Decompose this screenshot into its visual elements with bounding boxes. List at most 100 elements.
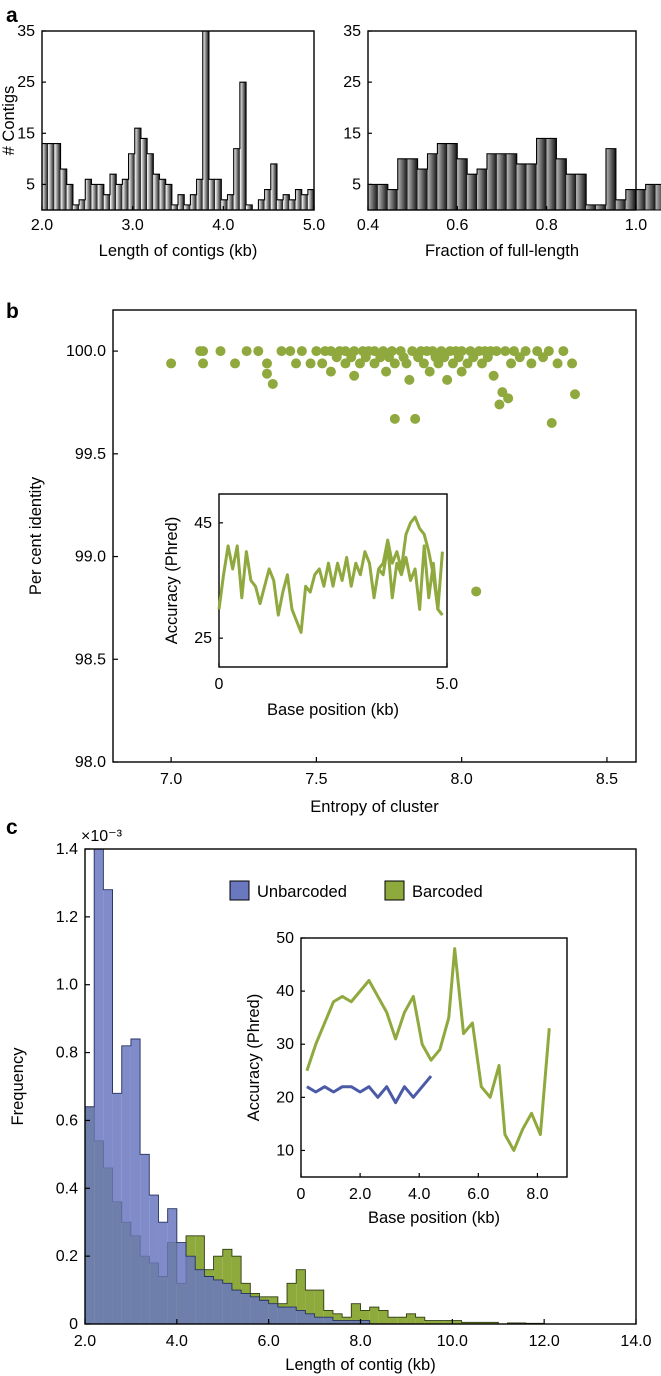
- unbarcoded-bar: [149, 1195, 159, 1324]
- x-tick-label: 4.0: [212, 217, 234, 234]
- histogram-bar: [526, 163, 537, 210]
- scatter-point: [386, 346, 397, 357]
- scatter-point: [325, 366, 336, 377]
- histogram-bar: [190, 194, 197, 210]
- legend-label-barcoded: Barcoded: [412, 883, 483, 901]
- histogram-bar: [202, 31, 209, 210]
- unbarcoded-bar: [121, 1045, 131, 1324]
- chart-b-inset: 0 5.0 25 45 Base position (kb) Accuracy (Phre…: [163, 493, 458, 719]
- scatter-point: [349, 370, 360, 381]
- unbarcoded-bar: [332, 1320, 343, 1324]
- scatter-point: [267, 378, 278, 389]
- unbarcoded-accuracy-line: [306, 1075, 433, 1105]
- plot-frame: [218, 493, 448, 668]
- histogram-bar: [289, 199, 296, 210]
- scatter-point: [311, 346, 322, 357]
- barcoded-bar: [305, 1290, 315, 1324]
- histogram-bar: [60, 169, 67, 210]
- scatter-point: [543, 346, 554, 357]
- chart-c-inset: 0 2.0 4.0 6.0 8.0 10 20 30 40 50 Base position (kb…: [245, 930, 568, 1227]
- histogram-bar: [655, 184, 661, 210]
- unbarcoded-bar: [140, 1154, 150, 1324]
- scatter-point: [567, 358, 578, 369]
- histogram-bar: [85, 179, 92, 210]
- histogram-bar: [437, 143, 448, 210]
- histogram-bar: [97, 184, 104, 210]
- histogram-bar: [122, 179, 129, 210]
- y-tick-label: 30: [276, 1036, 294, 1053]
- histogram-outline: [41, 30, 315, 211]
- unbarcoded-bar: [186, 1256, 196, 1324]
- histogram-bar: [276, 199, 284, 210]
- unbarcoded-bar: [213, 1279, 223, 1324]
- unbarcoded-bar: [195, 1269, 205, 1324]
- y-tick-label: 98.0: [75, 754, 106, 771]
- scatter-point: [546, 418, 557, 428]
- unbarcoded-bar: [158, 1222, 168, 1324]
- histogram-bar: [447, 143, 458, 210]
- histogram-bar: [407, 158, 418, 210]
- scatter-point: [215, 346, 226, 357]
- scatter-point: [230, 358, 241, 369]
- scatter-point: [241, 346, 252, 357]
- y-tick-label: 1.4: [56, 841, 78, 858]
- scatter-point: [491, 346, 502, 357]
- barcoded-bar: [479, 1322, 490, 1324]
- y-axis-label: # Contigs: [0, 86, 18, 156]
- y-tick-label: 35: [343, 23, 361, 40]
- scatter-point: [401, 358, 412, 369]
- unbarcoded-bar: [176, 1242, 187, 1324]
- y-tick-label: 0.4: [56, 1180, 78, 1197]
- unbarcoded-bar: [259, 1300, 269, 1324]
- x-tick-label: 5.0: [436, 676, 458, 693]
- histogram-bar: [457, 158, 468, 210]
- histogram-bar: [645, 184, 656, 210]
- y-tick-label: 5: [352, 176, 361, 193]
- x-tick-label: 0.4: [357, 217, 379, 234]
- histogram-bar: [79, 199, 86, 210]
- unbarcoded-bar: [241, 1293, 251, 1324]
- scatter-point: [305, 358, 316, 369]
- scatter-point: [253, 346, 264, 357]
- y-scale-note: ×10⁻³: [81, 828, 123, 845]
- x-tick-label: 1.0: [625, 217, 647, 234]
- histogram-bar: [596, 204, 606, 210]
- x-tick-label: 0.8: [536, 217, 558, 234]
- histogram-bar: [208, 179, 216, 210]
- histogram-bar: [178, 194, 185, 210]
- histogram-bar: [215, 179, 222, 210]
- x-tick-label: 8.0: [349, 1333, 371, 1350]
- scatter-point: [418, 358, 429, 369]
- histogram-bar: [72, 204, 80, 210]
- x-tick-label: 3.0: [122, 217, 144, 234]
- histogram-bar: [54, 143, 61, 210]
- histogram-bar: [171, 204, 179, 210]
- histogram-bar: [635, 189, 646, 210]
- x-axis-label: Base position (kb): [368, 1209, 500, 1227]
- histogram-bar: [264, 189, 271, 210]
- histogram-bar: [417, 169, 428, 210]
- y-tick-label: 40: [276, 983, 294, 1000]
- unbarcoded-outline: [84, 848, 453, 1325]
- unbarcoded-bar: [94, 849, 104, 1324]
- histogram-bar: [377, 184, 388, 210]
- histogram-bar: [258, 199, 265, 210]
- histogram-bar: [91, 184, 98, 210]
- x-tick-label: 7.0: [160, 771, 182, 788]
- histogram-bar: [184, 204, 191, 210]
- unbarcoded-bar: [314, 1317, 324, 1324]
- histogram-bar: [576, 174, 587, 210]
- barcoded-bar: [424, 1320, 434, 1324]
- unbarcoded-bar: [360, 1320, 370, 1324]
- scatter-point: [471, 586, 482, 597]
- histogram-bar: [467, 174, 478, 210]
- legend-swatch-barcoded: [384, 880, 405, 901]
- y-tick-label: 25: [17, 74, 35, 91]
- x-axis-label: Fraction of full-length: [425, 242, 579, 260]
- scatter-point: [558, 346, 569, 357]
- scatter-point: [404, 374, 415, 385]
- histogram-bar: [66, 184, 73, 210]
- panel-label-b: b: [6, 300, 19, 323]
- histogram-bar: [295, 189, 302, 210]
- scatter-point: [424, 366, 435, 377]
